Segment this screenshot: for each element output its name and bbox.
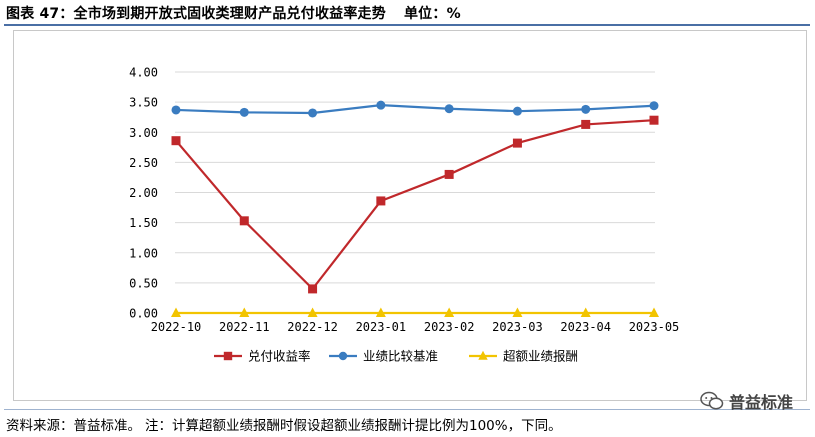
x-tick-label: 2022-12 (287, 320, 338, 334)
data-point-triangle (512, 307, 523, 317)
wechat-icon (700, 391, 724, 410)
y-tick-label: 3.00 (129, 126, 158, 140)
data-point-square (444, 169, 454, 179)
data-point-circle (239, 107, 249, 117)
data-point-circle (376, 100, 386, 110)
y-tick-label: 2.00 (129, 186, 158, 200)
source-note: 资料来源：普益标准。 注：计算超额业绩报酬时假设超额业绩报酬计提比例为100%，下… (6, 414, 562, 434)
footer-divider (4, 409, 810, 410)
data-point-triangle (307, 307, 318, 317)
data-point-square (512, 138, 522, 148)
figure-title: 图表 47：全市场到期开放式固收类理财产品兑付收益率走势 单位：% (6, 3, 461, 23)
x-tick-label: 2023-04 (560, 320, 611, 334)
data-point-square (376, 196, 386, 206)
y-tick-label: 4.00 (129, 66, 158, 80)
data-point-circle (308, 108, 318, 118)
legend-label: 兑付收益率 (248, 349, 311, 364)
data-point-triangle (171, 307, 181, 317)
data-point-square (308, 284, 318, 294)
y-tick-label: 0.50 (129, 276, 158, 290)
data-point-circle (171, 105, 181, 115)
data-point-circle (512, 106, 522, 116)
chart-frame (13, 30, 807, 401)
data-point-circle (649, 101, 659, 111)
title-divider (4, 24, 810, 26)
data-point-triangle (580, 307, 591, 317)
x-tick-label: 2022-11 (219, 320, 270, 334)
legend-marker (478, 350, 488, 360)
data-point-square (581, 119, 591, 129)
legend-label: 业绩比较基准 (363, 349, 438, 364)
data-point-triangle (239, 307, 250, 317)
x-tick-label: 2022-10 (151, 320, 202, 334)
legend-label: 超额业绩报酬 (503, 349, 578, 364)
data-point-circle (581, 104, 591, 114)
x-tick-label: 2023-05 (629, 320, 680, 334)
series-line-circle (175, 104, 655, 115)
y-tick-label: 1.00 (129, 246, 158, 260)
legend-marker (223, 351, 233, 361)
watermark: 普益标准 (700, 389, 793, 413)
data-point-triangle (375, 307, 386, 317)
series-line-square (175, 119, 655, 291)
legend-marker (338, 351, 348, 361)
figure-title-text: 图表 47：全市场到期开放式固收类理财产品兑付收益率走势 (6, 6, 386, 22)
data-point-square (239, 216, 249, 226)
footnote-text: 注：计算超额业绩报酬时假设超额业绩报酬计提比例为100%，下同。 (145, 418, 562, 434)
data-point-triangle (649, 307, 659, 317)
data-point-triangle (444, 307, 455, 317)
data-point-square (171, 136, 181, 146)
y-tick-label: 3.50 (129, 96, 158, 110)
data-point-circle (444, 104, 454, 114)
y-tick-label: 1.50 (129, 216, 158, 230)
unit-label: 单位：% (403, 6, 461, 22)
watermark-text: 普益标准 (728, 393, 793, 412)
x-tick-label: 2023-01 (356, 320, 407, 334)
x-tick-label: 2023-02 (424, 320, 475, 334)
x-tick-label: 2023-03 (492, 320, 543, 334)
data-point-square (649, 115, 659, 125)
y-tick-label: 0.00 (129, 307, 158, 321)
y-tick-label: 2.50 (129, 156, 158, 170)
source-text: 资料来源：普益标准。 (6, 418, 141, 434)
line-chart: 0.00 0.50 1.00 1.50 2.00 2.50 3.00 3.50 4.00 2022… (129, 66, 680, 364)
